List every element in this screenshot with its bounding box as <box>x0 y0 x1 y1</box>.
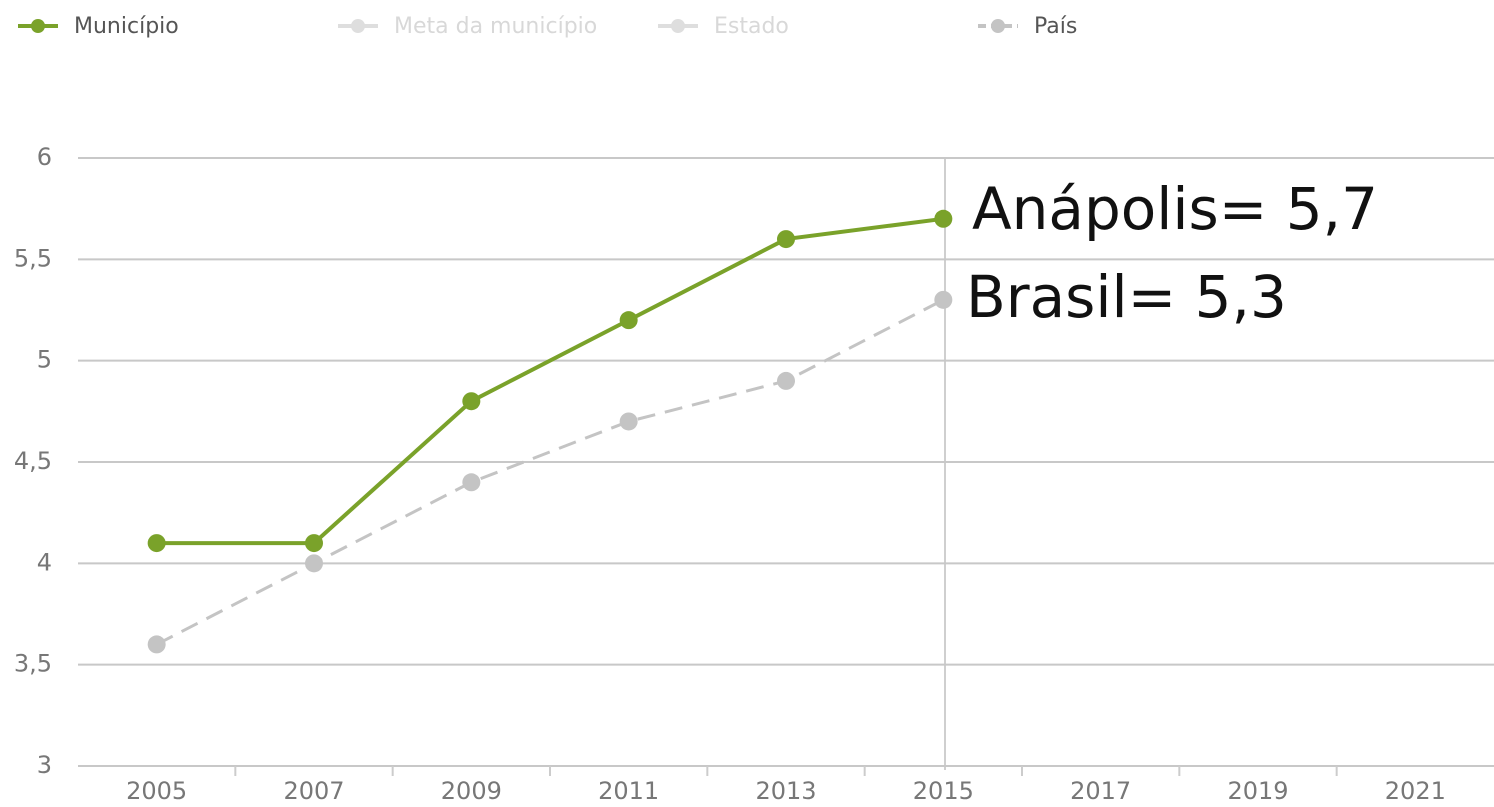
legend-label: Estado <box>714 14 789 39</box>
x-tick-label: 2019 <box>1227 777 1288 805</box>
series-point <box>305 554 323 573</box>
legend-label: País <box>1034 14 1077 39</box>
series-point <box>619 412 638 431</box>
y-tick-label: 5,5 <box>14 244 52 272</box>
y-tick-label: 5 <box>37 346 52 374</box>
x-tick-label: 2013 <box>755 777 816 805</box>
x-tick-label: 2011 <box>598 777 659 805</box>
series-point <box>462 473 481 492</box>
legend-label: Meta da município <box>394 14 597 39</box>
legend-marker <box>351 19 365 33</box>
series-point <box>777 371 795 390</box>
annotation: Brasil= 5,3 <box>966 263 1287 331</box>
x-tick-label: 2005 <box>126 777 187 805</box>
y-tick-label: 3,5 <box>14 650 52 678</box>
y-tick-label: 4,5 <box>14 447 52 475</box>
series-point <box>305 534 323 553</box>
x-tick-label: 2021 <box>1385 777 1446 805</box>
y-tick-label: 6 <box>37 143 52 171</box>
series-point <box>777 230 795 249</box>
legend-item: Meta da município <box>338 14 597 39</box>
legend-label: Município <box>74 14 179 39</box>
legend-marker <box>671 19 685 33</box>
legend-marker <box>991 19 1005 33</box>
series-line <box>156 216 944 546</box>
series-point <box>147 534 166 553</box>
x-tick-label: 2015 <box>913 777 974 805</box>
y-tick-label: 4 <box>37 548 52 576</box>
x-tick-label: 2017 <box>1070 777 1131 805</box>
series-point <box>934 209 953 228</box>
series-point <box>147 635 166 654</box>
legend-item: País <box>978 14 1077 39</box>
x-tick-label: 2009 <box>441 777 502 805</box>
annotation: Anápolis= 5,7 <box>972 175 1378 243</box>
series-point <box>462 392 481 411</box>
y-tick-label: 3 <box>37 751 52 779</box>
legend-marker <box>31 19 45 33</box>
series-point <box>934 290 953 309</box>
legend-item: Município <box>18 14 179 39</box>
x-tick-label: 2007 <box>283 777 344 805</box>
series-point <box>619 311 638 330</box>
legend-item: Estado <box>658 14 789 39</box>
series-line <box>155 298 945 646</box>
